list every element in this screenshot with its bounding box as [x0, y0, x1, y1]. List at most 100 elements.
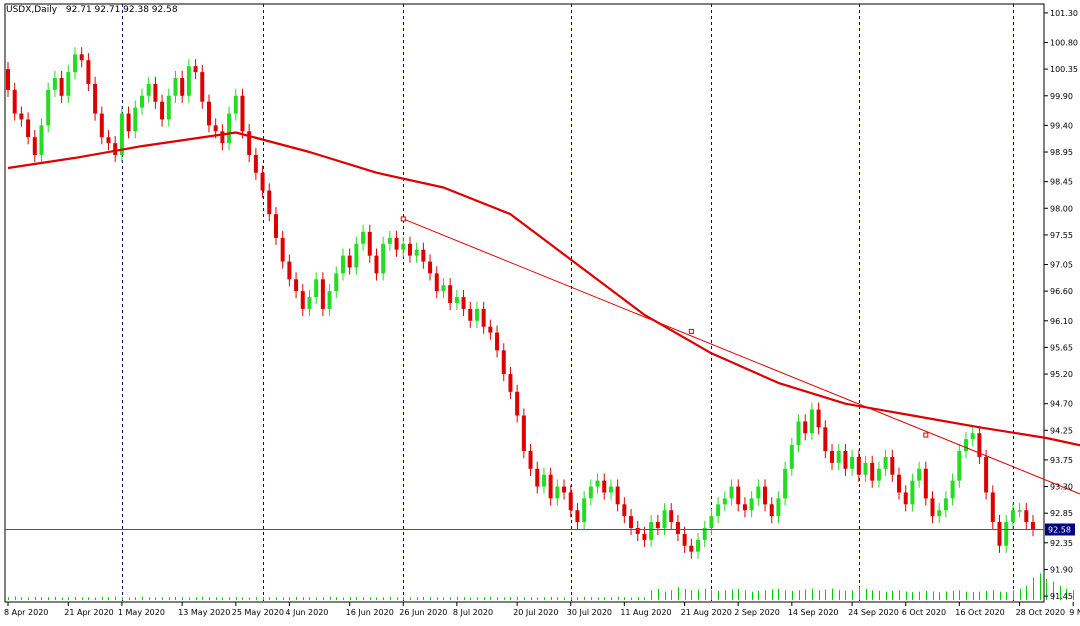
price-tick-label: 92.85 — [1050, 509, 1073, 518]
candle-bear — [407, 243, 412, 256]
candle-bear — [79, 54, 84, 61]
candle-bear — [535, 468, 540, 487]
date-tick-label: 13 May 2020 — [178, 608, 230, 617]
price-tick-label: 97.55 — [1050, 231, 1073, 240]
candle-bull — [783, 468, 788, 499]
moving-average-line — [7, 131, 1080, 447]
candle-bear — [629, 516, 634, 528]
candle-bull — [649, 522, 654, 540]
price-tick-label: 92.35 — [1050, 539, 1073, 548]
candle-bear — [240, 95, 245, 132]
candle-bear — [394, 237, 399, 250]
price-tick-label: 94.70 — [1050, 400, 1073, 409]
date-tick-label: 28 Oct 2020 — [1016, 608, 1065, 617]
date-tick-label: 8 Apr 2020 — [4, 608, 48, 617]
price-tick-label: 95.20 — [1050, 370, 1073, 379]
candle-bear — [742, 504, 747, 511]
candle-bear — [856, 456, 861, 475]
candle-bear — [870, 462, 875, 481]
candle-bull — [133, 107, 138, 132]
candle-bull — [541, 474, 546, 487]
candle-bear — [501, 350, 506, 375]
date-tick-label: 16 Oct 2020 — [955, 608, 1004, 617]
candle-bear — [823, 427, 828, 452]
current-price-label: 92.58 — [1048, 526, 1071, 535]
candle-bear — [300, 291, 305, 309]
candle-bull — [970, 433, 975, 440]
date-tick-label: 4 Jun 2020 — [285, 608, 328, 617]
candle-bull — [957, 451, 962, 481]
candle-bull — [943, 498, 948, 511]
candle-bear — [206, 101, 211, 126]
candle-bull — [354, 243, 359, 268]
symbol-label: USDX,Daily — [6, 5, 58, 15]
candle-bear — [6, 69, 10, 90]
price-tick-label: 98.95 — [1050, 148, 1073, 157]
candle-bull — [850, 456, 855, 469]
candle-bear — [923, 468, 928, 499]
candle-bear — [575, 510, 580, 523]
candle-bear — [273, 214, 278, 238]
candle-bear — [253, 154, 258, 173]
candle-bull — [910, 480, 915, 505]
price-tick-label: 93.30 — [1050, 483, 1073, 492]
candle-bear — [515, 391, 520, 416]
price-tick-label: 91.45 — [1050, 592, 1073, 601]
candle-bear — [508, 374, 513, 392]
candle-bear — [287, 261, 292, 280]
candle-bear — [126, 113, 131, 132]
candle-bear — [448, 285, 453, 303]
date-tick-label: 6 Oct 2020 — [902, 608, 946, 617]
candle-bull — [836, 451, 841, 463]
candle-bull — [595, 480, 600, 487]
plot-frame — [4, 3, 1045, 603]
candle-bull — [789, 445, 794, 469]
candle-bear — [990, 492, 995, 523]
price-tick-label: 91.90 — [1050, 565, 1073, 574]
candle-bull — [307, 297, 312, 309]
candle-bull — [716, 504, 721, 517]
candle-bear — [615, 486, 620, 505]
candle-bear — [1031, 522, 1035, 530]
candle-bull — [139, 95, 144, 108]
candle-bull — [173, 78, 178, 96]
candle-bear — [153, 83, 158, 102]
candle-bear — [428, 261, 433, 274]
candle-bull — [227, 113, 232, 144]
candle-bear — [495, 332, 500, 351]
price-tick-label: 97.05 — [1050, 261, 1073, 270]
date-tick-label: 8 Jul 2020 — [453, 608, 493, 617]
candle-bear — [897, 474, 902, 493]
candle-bear — [99, 113, 104, 138]
candle-bull — [474, 308, 479, 321]
candle-bear — [669, 510, 674, 523]
date-tick-label: 2 Sep 2020 — [734, 608, 780, 617]
price-tick-label: 98.45 — [1050, 178, 1073, 187]
candle-bull — [863, 462, 868, 475]
candle-bull — [66, 72, 71, 96]
date-tick-label: 20 Jul 2020 — [513, 608, 558, 617]
date-tick-label: 16 Jun 2020 — [346, 608, 394, 617]
price-tick-label: 100.80 — [1050, 38, 1078, 47]
date-tick-label: 25 May 2020 — [232, 608, 284, 617]
candle-bear — [642, 533, 647, 540]
candle-bear — [675, 522, 680, 534]
trendline-anchor — [400, 216, 406, 222]
candle-bear — [562, 486, 567, 493]
candle-bull — [937, 510, 942, 517]
candle-bull — [1010, 510, 1015, 523]
candle-bear — [294, 279, 299, 292]
date-tick-label: 9 Nov 2020 — [1069, 608, 1080, 617]
candle-bear — [903, 492, 908, 505]
candle-bull — [166, 95, 171, 120]
candle-bull — [696, 539, 701, 552]
candle-bear — [86, 60, 91, 84]
candle-bear — [984, 456, 989, 493]
date-tick-label: 21 Apr 2020 — [64, 608, 113, 617]
date-tick-label: 1 May 2020 — [118, 608, 165, 617]
price-tick-label: 98.00 — [1050, 204, 1073, 213]
candle-bull — [1004, 522, 1009, 546]
